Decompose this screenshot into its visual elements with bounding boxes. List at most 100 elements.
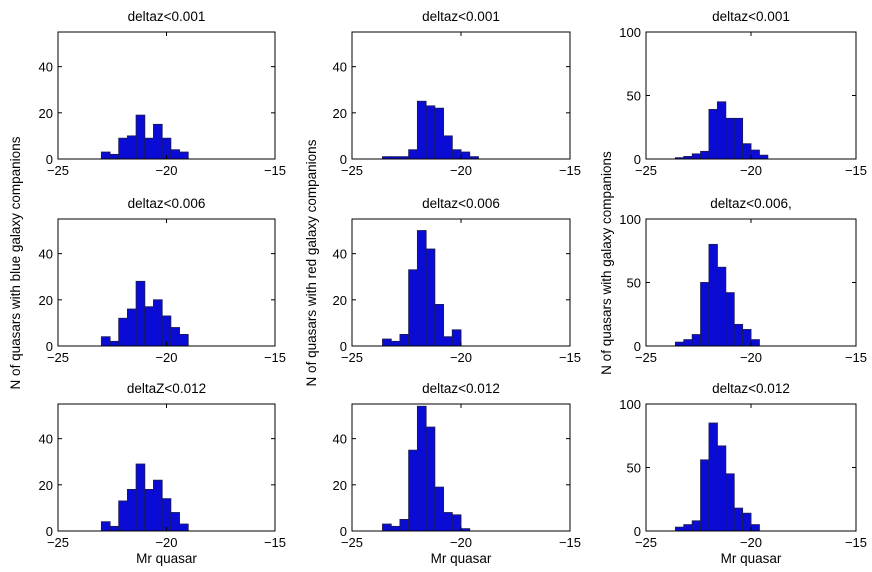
- chart-bottom-left-xtick-label: −15: [264, 535, 286, 550]
- chart-middle-right-xtick-label: −25: [635, 350, 657, 365]
- chart-top-left-ytick-label: 40: [39, 60, 53, 75]
- chart-bottom-right-bar: [708, 422, 718, 532]
- chart-middle-left-bar: [126, 308, 137, 347]
- chart-top-middle-ytick-label: 20: [333, 106, 347, 121]
- chart-middle-right-bar: [708, 243, 718, 347]
- chart-middle-middle-title: deltaz<0.006: [422, 196, 500, 211]
- chart-bottom-right-bar: [733, 507, 744, 532]
- chart-middle-left-bar: [144, 306, 154, 347]
- chart-bottom-middle-bar: [399, 519, 410, 532]
- chart-middle-right: deltaz<0.006, −25 −20 −15 0 50 100: [619, 196, 867, 365]
- chart-top-right-bar: [725, 117, 735, 160]
- chart-bottom-left-title: deltaZ<0.012: [127, 381, 206, 396]
- ylabel-red-companions: N of quasars with red galaxy companions: [304, 139, 319, 386]
- chart-middle-middle-xtick-label: −20: [450, 350, 472, 365]
- chart-bottom-right-ytick-label: 0: [634, 524, 641, 539]
- chart-top-right-xtick-label: −25: [635, 163, 657, 178]
- chart-bottom-left-ytick-label: 20: [39, 478, 53, 493]
- chart-middle-left-xtick-label: −25: [47, 350, 69, 365]
- chart-middle-middle: deltaz<0.006 −25 −20 −15 0 20 40: [333, 196, 582, 365]
- chart-top-left-bar: [118, 137, 128, 160]
- chart-bottom-right-bar: [700, 459, 710, 532]
- chart-bottom-left-bar: [109, 525, 120, 532]
- chart-bottom-right-xtick-label: −20: [740, 535, 762, 550]
- chart-bottom-right-bar: [742, 512, 752, 532]
- chart-top-right-bar: [716, 101, 727, 160]
- chart-middle-left-bar: [161, 315, 172, 347]
- chart-middle-left-bar: [179, 334, 189, 347]
- chart-bottom-middle-bar: [443, 512, 453, 532]
- chart-top-left-bar: [100, 151, 111, 160]
- chart-middle-right-xtick-label: −15: [845, 350, 867, 365]
- chart-top-right-bar: [708, 109, 718, 160]
- chart-bottom-right-xtick-label: −25: [635, 535, 657, 550]
- chart-middle-left-bar: [118, 317, 128, 347]
- chart-middle-right-ytick-label: 0: [634, 339, 641, 354]
- chart-middle-right-bar: [683, 339, 693, 347]
- chart-top-middle-bar: [460, 151, 471, 160]
- chart-top-middle: deltaz<0.001 −25 −20 −15 0 20 40: [333, 9, 582, 178]
- chart-bottom-left-bar: [161, 498, 172, 532]
- chart-middle-middle-bar: [399, 334, 410, 347]
- chart-bottom-middle-bar: [425, 426, 436, 532]
- chart-bottom-middle-xtick-label: −25: [341, 535, 363, 550]
- chart-middle-left-bar: [100, 336, 111, 347]
- chart-middle-middle-ytick-label: 40: [333, 247, 347, 262]
- chart-top-left-bar: [179, 151, 189, 160]
- chart-top-middle-bar: [434, 107, 445, 160]
- chart-top-middle-bar: [451, 149, 462, 160]
- chart-top-right-ytick-label: 0: [634, 152, 641, 167]
- chart-bottom-middle-title: deltaz<0.012: [422, 381, 500, 396]
- chart-top-middle-xtick-label: −15: [559, 163, 581, 178]
- chart-top-left-bar: [170, 149, 180, 160]
- chart-bottom-middle-bar: [416, 405, 427, 532]
- chart-bottom-middle-bar: [390, 525, 401, 532]
- chart-middle-middle-bar: [443, 336, 453, 347]
- chart-top-left-title: deltaz<0.001: [128, 9, 206, 24]
- chart-bottom-left-ytick-label: 0: [46, 524, 53, 539]
- chart-top-left-xtick-label: −15: [264, 163, 286, 178]
- chart-top-left-bar: [109, 153, 120, 160]
- chart-bottom-right-title: deltaz<0.012: [712, 381, 790, 396]
- chart-bottom-right: deltaz<0.012 −25 −20 −15 0 50 100 Mr quasar: [619, 381, 867, 566]
- chart-bottom-left: deltaZ<0.012 −25 −20 −15 0 20 40 Mr quasar: [39, 381, 287, 566]
- chart-bottom-middle-bar: [451, 514, 462, 532]
- chart-bottom-middle-bar: [382, 523, 392, 532]
- chart-bottom-middle-bar: [434, 486, 445, 532]
- chart-top-middle-bar: [443, 135, 453, 160]
- chart-middle-middle-bar: [451, 329, 462, 347]
- chart-top-right: deltaz<0.001 −25 −20 −15 0 50 100: [619, 9, 867, 178]
- chart-top-left-bar: [153, 123, 163, 160]
- chart-bottom-left-bar: [100, 521, 111, 532]
- chart-bottom-middle-xtick-label: −15: [559, 535, 581, 550]
- chart-middle-left-ytick-label: 40: [39, 247, 53, 262]
- chart-bottom-right-bar: [691, 520, 702, 532]
- panel-grid: deltaz<0.001 −25 −20 −15 0 20 40 deltaz<0.001 −2…: [39, 9, 868, 566]
- chart-middle-left-bar: [135, 280, 146, 347]
- chart-bottom-left-bar: [170, 512, 180, 532]
- chart-middle-right-bar: [691, 334, 702, 347]
- chart-top-right-bar: [691, 153, 702, 160]
- chart-middle-left-ytick-label: 0: [46, 339, 53, 354]
- chart-middle-right-bar: [725, 292, 735, 347]
- ylabel-blue-companions: N of quasars with blue galaxy companions: [8, 136, 23, 389]
- chart-bottom-right-ytick-label: 100: [619, 397, 641, 412]
- chart-top-right-bar: [700, 150, 710, 160]
- chart-bottom-left-bar: [118, 500, 128, 532]
- ylabel-all-companions: N of quasars with galaxy companions: [599, 151, 614, 375]
- chart-top-left: deltaz<0.001 −25 −20 −15 0 20 40: [39, 9, 287, 178]
- chart-bottom-right-bar: [716, 445, 727, 532]
- chart-middle-middle-bar: [408, 269, 418, 347]
- chart-top-right-xtick-label: −15: [845, 163, 867, 178]
- chart-top-middle-bar: [425, 105, 436, 160]
- chart-middle-left-xtick-label: −20: [155, 350, 177, 365]
- chart-top-left-xtick-label: −20: [155, 163, 177, 178]
- chart-middle-left-bar: [109, 340, 120, 347]
- chart-bottom-right-xtick-label: −15: [845, 535, 867, 550]
- chart-bottom-right-xlabel: Mr quasar: [721, 551, 782, 566]
- chart-top-right-title: deltaz<0.001: [712, 9, 790, 24]
- chart-middle-left: deltaz<0.006 −25 −20 −15 0 20 40: [39, 196, 287, 365]
- chart-middle-left-bar: [170, 327, 180, 347]
